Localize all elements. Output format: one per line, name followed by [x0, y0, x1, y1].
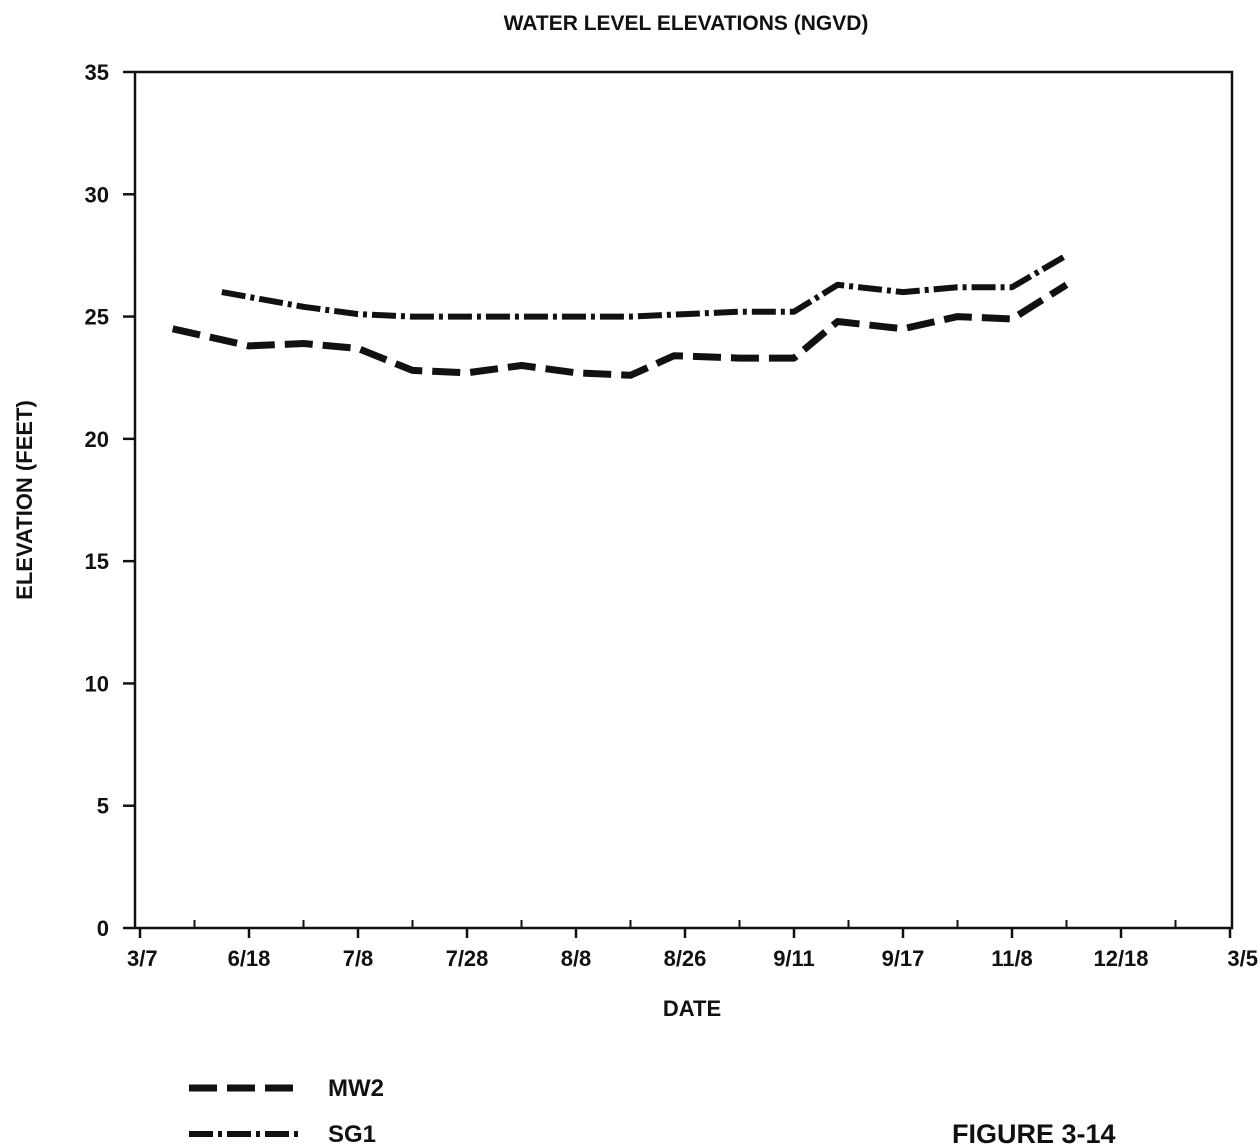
legend-label-sg1: SG1	[328, 1121, 376, 1147]
figure-label: FIGURE 3-14	[952, 1119, 1116, 1147]
y-axis-ticks: 0 5 10 15 20 25 30 35	[85, 60, 135, 941]
x-tick-label: 9/11	[773, 946, 815, 971]
x-axis-label: DATE	[663, 996, 721, 1021]
y-tick-label: 0	[97, 916, 109, 941]
y-tick-label: 5	[97, 794, 109, 819]
x-tick-label: 11/8	[991, 946, 1033, 971]
y-tick-label: 10	[85, 671, 109, 696]
y-tick-label: 35	[85, 60, 109, 85]
x-tick-label: 12/18	[1093, 946, 1148, 971]
y-axis-label: ELEVATION (FEET)	[12, 400, 37, 600]
series-layer	[171, 252, 1069, 379]
series-line-sg1	[221, 252, 1069, 320]
y-tick-label: 30	[85, 182, 109, 207]
x-tick-label: 9/17	[882, 946, 925, 971]
x-axis-ticks: 3/7 6/18 7/8 7/28 8/8 8/26 9/11 9/17 11/8 12/18 3/…	[127, 920, 1258, 971]
y-tick-label: 25	[85, 305, 109, 330]
y-tick-label: 20	[85, 427, 109, 452]
y-tick-label: 15	[85, 549, 109, 574]
x-tick-label: 8/26	[664, 946, 707, 971]
legend-label-mw2: MW2	[328, 1075, 384, 1102]
x-tick-label: 6/18	[228, 946, 271, 971]
plot-frame	[133, 70, 1234, 930]
x-tick-label: 3/5	[1227, 946, 1258, 971]
x-tick-label: 8/8	[561, 946, 592, 971]
series-line-mw2	[171, 281, 1069, 379]
x-tick-label: 7/8	[343, 946, 374, 971]
chart-title: WATER LEVEL ELEVATIONS (NGVD)	[504, 12, 869, 35]
x-tick-label: 7/28	[446, 946, 489, 971]
x-tick-label: 3/7	[127, 946, 158, 971]
legend: MW2 SG1	[189, 1075, 384, 1147]
